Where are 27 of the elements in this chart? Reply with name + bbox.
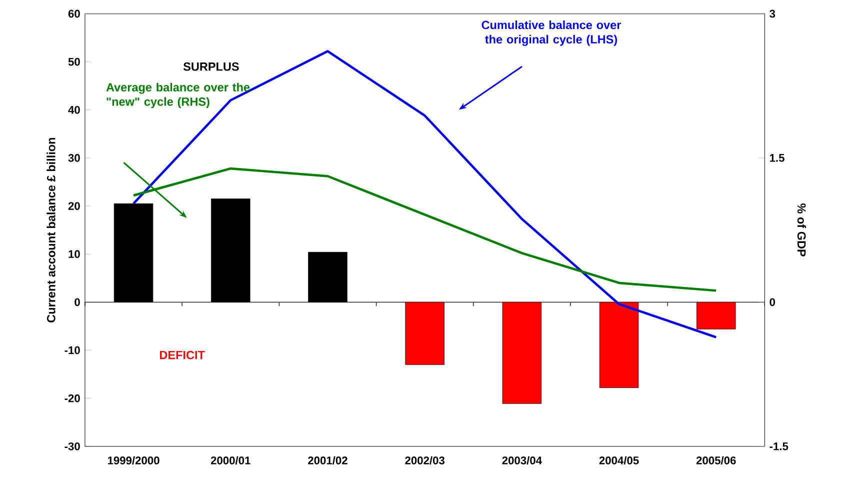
x-tick-label: 2001/02 — [308, 456, 348, 464]
y-tick-label: 10 — [68, 250, 80, 258]
y-tick-label: 50 — [68, 58, 80, 66]
y2-axis-title: % of GDP — [797, 204, 806, 256]
text: Average balance over the "new" cycle (RHS) — [106, 82, 250, 108]
y2-tick-label: -1.5 — [770, 442, 788, 450]
y2-tick-label: 0 — [770, 298, 776, 306]
y-axis-title: Current account balance £ billion — [46, 138, 56, 322]
y2-tick-label: 3 — [770, 10, 776, 18]
x-tick-label: 2002/03 — [405, 456, 444, 464]
y-tick-label: -20 — [64, 394, 80, 402]
annotation: SURPLUS — [183, 62, 239, 71]
x-tick-label: 1999/2000 — [108, 456, 160, 464]
y-tick-label: 30 — [68, 154, 80, 162]
x-tick-label: 2000/01 — [210, 456, 250, 464]
y-tick-label: 40 — [68, 106, 80, 114]
x-tick-label: 2005/06 — [696, 456, 736, 464]
y-tick-label: -30 — [64, 442, 80, 450]
x-tick-label: 2003/04 — [502, 456, 542, 464]
y2-tick-label: 1.5 — [770, 154, 784, 162]
text: Cumulative balance over the original cycle (LHS) — [482, 20, 622, 46]
y-tick-label: 0 — [74, 298, 80, 306]
y-tick-label: -10 — [64, 346, 80, 354]
y-tick-label: 60 — [68, 10, 80, 18]
y-tick-label: 20 — [68, 202, 80, 210]
x-tick-label: 2004/05 — [599, 456, 639, 464]
annotation: DEFICIT — [160, 350, 205, 360]
